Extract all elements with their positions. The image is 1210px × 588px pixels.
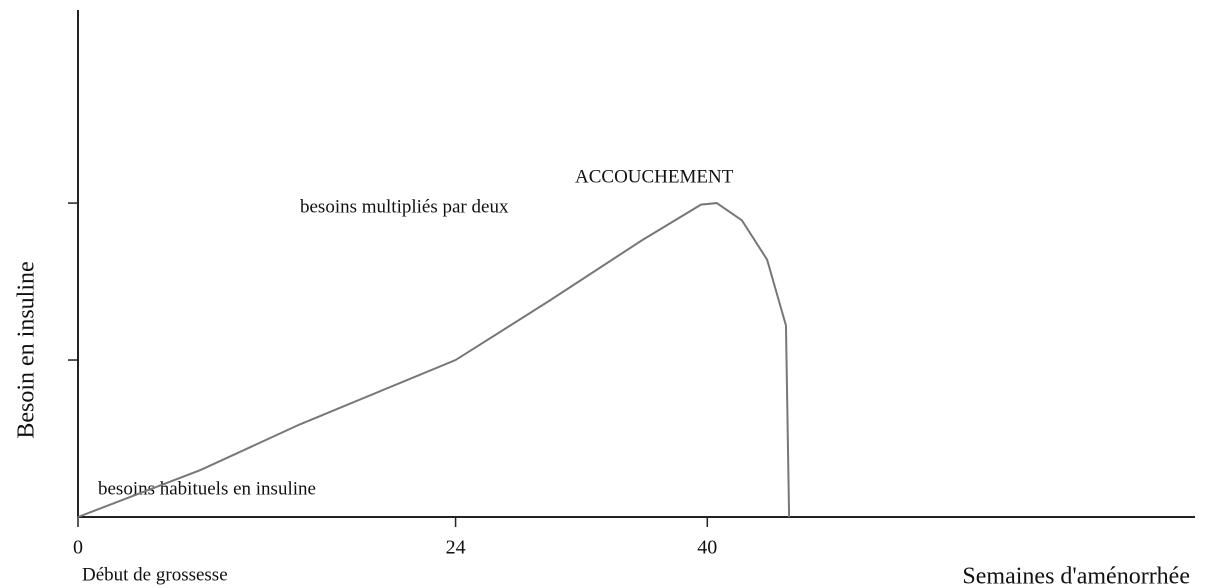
annotation: Début de grossesse: [82, 564, 228, 585]
x-tick-label: 24: [446, 537, 466, 559]
y-axis-label: Besoin en insuline: [14, 261, 40, 438]
line: [77, 202, 791, 518]
annotation: besoins habituels en insuline: [98, 478, 316, 499]
x-tick-label: 40: [697, 537, 717, 559]
annotation: besoins multipliés par deux: [300, 196, 509, 217]
x-tick-label: 0: [73, 537, 83, 559]
x-axis-label: Semaines d'aménorrhée: [962, 564, 1190, 588]
annotation: ACCOUCHEMENT: [575, 166, 734, 187]
